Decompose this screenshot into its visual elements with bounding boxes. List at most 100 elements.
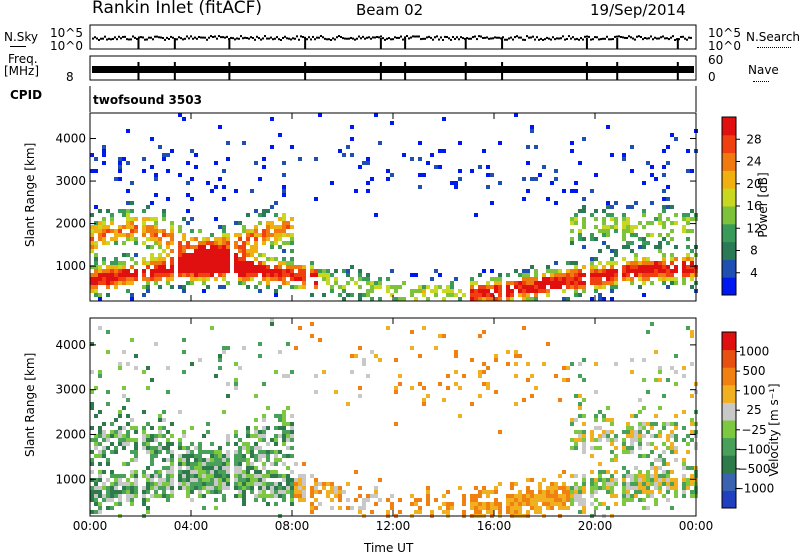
heatmap-cell <box>646 269 650 273</box>
heatmap-cell <box>282 221 286 225</box>
nsky-point <box>602 37 604 40</box>
heatmap-cell <box>674 438 678 442</box>
heatmap-cell <box>106 494 110 498</box>
heatmap-cell <box>282 213 286 217</box>
heatmap-cell <box>106 498 110 502</box>
heatmap-cell <box>134 261 138 265</box>
heatmap-cell <box>126 161 130 165</box>
nsky-point <box>114 36 116 39</box>
heatmap-cell <box>302 478 306 482</box>
heatmap-cell <box>690 249 694 253</box>
heatmap-cell <box>438 165 442 169</box>
heatmap-cell <box>418 289 422 293</box>
heatmap-cell <box>282 261 286 265</box>
heatmap-cell <box>666 241 670 245</box>
heatmap-cell <box>614 253 618 257</box>
nsky-point <box>474 35 476 38</box>
heatmap-cell <box>170 450 174 454</box>
heatmap-cell <box>562 470 566 474</box>
heatmap-cell <box>150 201 154 205</box>
heatmap-cell <box>582 137 586 141</box>
heatmap-cell <box>506 362 510 366</box>
heatmap-cell <box>574 490 578 494</box>
heatmap-cell <box>650 273 654 277</box>
heatmap-cell <box>538 494 542 498</box>
heatmap-cell <box>262 438 266 442</box>
heatmap-cell <box>146 289 150 293</box>
heatmap-cell <box>134 354 138 358</box>
heatmap-cell <box>90 285 94 289</box>
heatmap-cell <box>642 225 646 229</box>
heatmap-cell <box>558 281 562 285</box>
heatmap-cell <box>274 241 278 245</box>
heatmap-cell <box>130 293 134 297</box>
heatmap-cell <box>494 277 498 281</box>
nsky-point <box>342 37 344 40</box>
nsky-point <box>588 35 590 38</box>
heatmap-cell <box>690 169 694 173</box>
heatmap-cell <box>162 153 166 157</box>
heatmap-cell <box>182 350 186 354</box>
freq-strip <box>89 55 697 81</box>
heatmap-cell <box>494 297 498 301</box>
heatmap-cell <box>514 506 518 510</box>
heatmap-cell <box>190 197 194 201</box>
heatmap-cell <box>234 241 238 245</box>
heatmap-cell <box>542 490 546 494</box>
heatmap-cell <box>362 498 366 502</box>
heatmap-cell <box>646 490 650 494</box>
heatmap-cell <box>658 269 662 273</box>
heatmap-cell <box>514 362 518 366</box>
heatmap-cell <box>142 233 146 237</box>
heatmap-cell <box>470 494 474 498</box>
heatmap-cell <box>182 233 186 237</box>
heatmap-cell <box>630 486 634 490</box>
heatmap-cell <box>570 422 574 426</box>
nsky-point <box>206 38 208 41</box>
heatmap-cell <box>310 490 314 494</box>
heatmap-cell <box>206 490 210 494</box>
heatmap-cell <box>258 474 262 478</box>
heatmap-cell <box>166 241 170 245</box>
heatmap-cell <box>274 213 278 217</box>
nsky-tick-bottom: 10^0 <box>50 39 83 53</box>
heatmap-cell <box>166 197 170 201</box>
heatmap-cell <box>646 422 650 426</box>
heatmap-cell <box>154 225 158 229</box>
nsky-point <box>616 35 618 38</box>
heatmap-cell <box>214 478 218 482</box>
heatmap-cell <box>158 430 162 434</box>
heatmap-cell <box>210 454 214 458</box>
heatmap-cell <box>658 273 662 277</box>
heatmap-cell <box>686 442 690 446</box>
heatmap-cell <box>218 478 222 482</box>
heatmap-cell <box>550 181 554 185</box>
heatmap-cell <box>218 241 222 245</box>
heatmap-cell <box>282 454 286 458</box>
velocity-cbar-tick-label: −25 <box>741 423 766 437</box>
heatmap-cell <box>670 133 674 137</box>
heatmap-cell <box>126 422 130 426</box>
heatmap-cell <box>118 277 122 281</box>
heatmap-cell <box>290 494 294 498</box>
heatmap-cell <box>410 157 414 161</box>
heatmap-cell <box>90 277 94 281</box>
nsky-point <box>284 35 286 38</box>
nsky-point <box>238 37 240 40</box>
nsky-point <box>384 38 386 41</box>
heatmap-cell <box>206 482 210 486</box>
heatmap-cell <box>482 149 486 153</box>
heatmap-cell <box>98 494 102 498</box>
heatmap-cell <box>266 225 270 229</box>
heatmap-cell <box>94 245 98 249</box>
heatmap-cell <box>118 438 122 442</box>
heatmap-cell <box>246 269 250 273</box>
heatmap-cell <box>610 281 614 285</box>
heatmap-cell <box>190 177 194 181</box>
heatmap-cell <box>686 253 690 257</box>
heatmap-cell <box>110 213 114 217</box>
nsky-point <box>682 35 684 38</box>
heatmap-cell <box>146 237 150 241</box>
heatmap-cell <box>350 125 354 129</box>
heatmap-cell <box>254 454 258 458</box>
